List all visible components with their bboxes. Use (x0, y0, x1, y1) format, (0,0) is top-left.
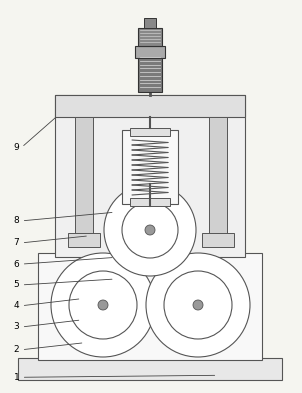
Text: 9: 9 (14, 143, 19, 152)
Bar (135, 46, 165, 58)
Bar (38, 253, 262, 360)
Bar (55, 95, 245, 117)
Bar (209, 117, 227, 237)
Bar (138, 28, 162, 46)
Circle shape (145, 225, 155, 235)
Bar (55, 95, 245, 257)
Text: 6: 6 (14, 260, 19, 268)
Text: 8: 8 (14, 217, 19, 225)
Circle shape (98, 300, 108, 310)
Text: 4: 4 (14, 301, 19, 310)
Bar (130, 128, 170, 136)
Bar (75, 117, 93, 237)
Text: 1: 1 (14, 373, 19, 382)
Bar (138, 54, 162, 92)
Circle shape (69, 271, 137, 339)
Bar (18, 358, 282, 380)
Bar (144, 18, 156, 28)
Text: 2: 2 (14, 345, 19, 354)
Text: 3: 3 (14, 323, 19, 331)
Circle shape (122, 202, 178, 258)
Circle shape (193, 300, 203, 310)
Text: 5: 5 (14, 281, 19, 289)
Text: 7: 7 (14, 239, 19, 247)
Circle shape (51, 253, 155, 357)
Bar (68, 233, 100, 247)
Circle shape (164, 271, 232, 339)
Circle shape (146, 253, 250, 357)
Bar (122, 130, 178, 204)
Bar (202, 233, 234, 247)
Circle shape (104, 184, 196, 276)
Bar (130, 198, 170, 206)
